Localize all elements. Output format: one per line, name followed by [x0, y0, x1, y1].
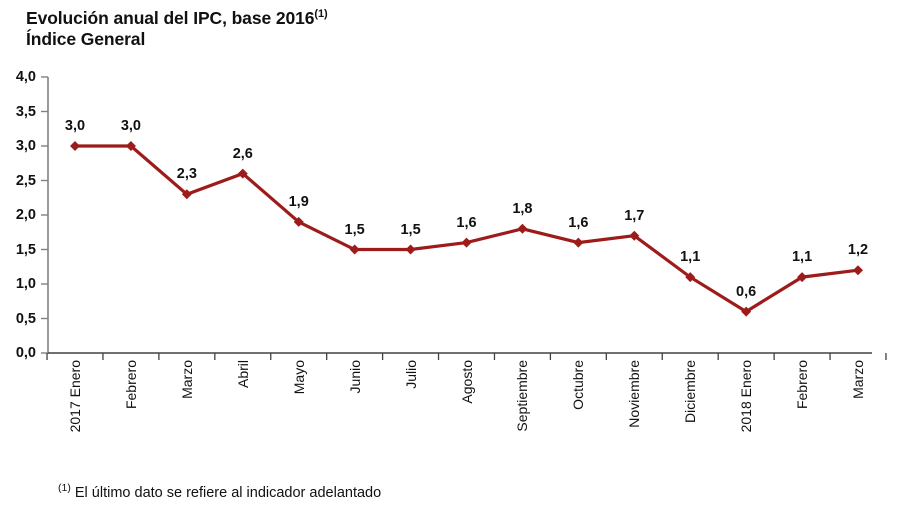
data-point-label: 1,5: [400, 221, 421, 238]
x-axis-label-wrap: Junio: [341, 360, 369, 472]
x-axis-category-label: Diciembre: [682, 360, 699, 424]
y-axis-tick-label: 2,5: [15, 172, 36, 189]
data-point-marker: [181, 189, 192, 200]
data-point-marker: [70, 141, 80, 151]
x-axis-label-wrap: Octubre: [564, 360, 592, 472]
x-axis-category-label: Marzo: [850, 360, 866, 399]
data-point-label: 1,7: [624, 207, 645, 224]
x-axis-category-label: Febrero: [794, 360, 811, 410]
data-point-label: 1,1: [680, 249, 701, 266]
y-axis-tick-label: 2,0: [15, 207, 36, 223]
data-point-marker: [797, 272, 808, 283]
x-axis-label-wrap: Noviembre: [620, 360, 648, 472]
y-axis-tick-label: 4,0: [15, 69, 36, 85]
x-axis-category-label: Marzo: [178, 360, 195, 399]
x-axis-category-label: Agosto: [458, 360, 475, 404]
x-axis-category-label: 2018 Enero: [738, 360, 755, 433]
data-point-label: 2,3: [176, 166, 197, 183]
x-axis-label-wrap: Febrero: [117, 360, 145, 472]
x-axis-label-wrap: 2018 Enero: [732, 360, 760, 472]
x-axis-label-wrap: Julio: [397, 360, 425, 472]
line-chart-svg: [41, 76, 887, 360]
footnote-text: El último dato se refiere al indicador a…: [74, 484, 382, 501]
data-point-marker: [237, 168, 248, 179]
data-point-label: 1,2: [847, 242, 869, 259]
data-point-marker: [293, 216, 304, 227]
data-point-label: 2,6: [232, 145, 253, 162]
data-point-label: 1,6: [568, 214, 589, 231]
data-point-label: 3,0: [64, 118, 86, 134]
data-point-label: 0,6: [736, 283, 757, 300]
chart-plot-area: 4,0 3,5 3,0 2,5 2,0 1,5 1,0 0,5 0,0 3,0 3,0 2,3 2,6…: [0, 60, 900, 360]
data-point-marker: [741, 306, 752, 317]
x-axis-label-wrap: 2017 Enero: [61, 360, 89, 472]
x-axis-category-label: Septiembre: [514, 360, 531, 432]
data-point-marker: [685, 272, 696, 283]
footnote: (1) El último dato se refiere al indicad…: [58, 482, 381, 501]
footnote-marker: (1): [58, 482, 71, 494]
data-point-marker: [853, 265, 863, 276]
x-axis-label-wrap: Febrero: [788, 360, 816, 472]
x-axis-category-label: Mayo: [290, 360, 307, 395]
x-axis-label-wrap: Abril: [229, 360, 257, 472]
x-axis-label-wrap: Marzo: [173, 360, 201, 472]
x-axis-label-wrap: Septiembre: [508, 360, 536, 472]
y-axis-ticks: [41, 76, 48, 354]
x-axis-category-label: Abril: [234, 360, 251, 389]
y-axis-tick-label: 1,5: [15, 241, 36, 258]
title-footnote-marker: (1): [314, 8, 328, 20]
data-point-label: 1,8: [512, 200, 533, 217]
x-axis-label-wrap: Diciembre: [676, 360, 704, 472]
x-axis-ticks: [46, 353, 887, 360]
x-axis-category-label: Noviembre: [626, 360, 643, 428]
axis-group: [41, 76, 887, 360]
data-point-marker: [349, 244, 360, 255]
data-point-marker: [461, 237, 472, 248]
data-point-label: 1,6: [456, 214, 477, 231]
y-axis-tick-label: 0,5: [15, 310, 36, 327]
data-point-label: 3,0: [120, 118, 142, 134]
x-axis-category-label: 2017 Enero: [67, 360, 83, 433]
data-point-label: 1,9: [288, 193, 309, 210]
series-markers: [70, 141, 863, 317]
data-point-label: 1,1: [791, 249, 813, 266]
series-group: [70, 141, 863, 317]
x-axis-label-wrap: Marzo: [844, 360, 872, 472]
x-axis-label-wrap: Agosto: [453, 360, 481, 472]
data-point-label: 1,5: [344, 221, 365, 238]
x-axis-category-label: Junio: [346, 360, 363, 394]
title-line-2: Índice General: [26, 28, 146, 49]
data-point-marker: [405, 244, 416, 255]
page-title: Evolución anual del IPC, base 2016(1) Ín…: [26, 4, 726, 50]
x-axis-label-wrap: Mayo: [285, 360, 313, 472]
y-axis-tick-label: 3,0: [15, 138, 36, 154]
title-text-main: Evolución anual del IPC, base 2016: [26, 7, 315, 28]
y-axis-tick-label: 1,0: [15, 276, 36, 292]
y-axis-tick-label: 3,5: [15, 103, 36, 120]
x-axis-category-label: Octubre: [570, 360, 587, 410]
x-axis-category-label: Julio: [402, 360, 419, 389]
data-point-marker: [517, 223, 528, 234]
data-point-marker: [125, 141, 136, 151]
x-axis-labels: 2017 Enero Febrero Marzo Abril Mayo Junio Juli…: [0, 356, 900, 474]
title-line-1: Evolución anual del IPC, base 2016(1): [26, 4, 726, 29]
x-axis-category-label: Febrero: [122, 360, 139, 410]
data-point-marker: [573, 237, 584, 248]
y-axis-tick-label: 0,0: [15, 345, 36, 361]
data-point-marker: [629, 230, 640, 241]
